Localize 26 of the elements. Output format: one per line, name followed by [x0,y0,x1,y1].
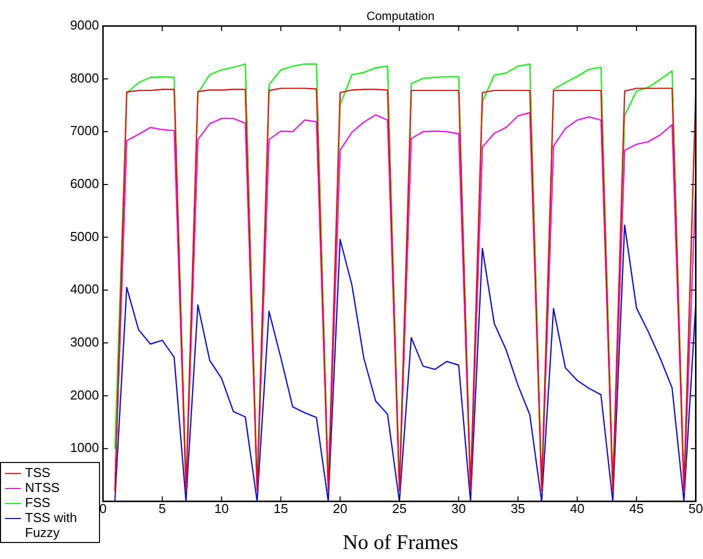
x-tick-label: 30 [451,500,466,516]
x-tick-label: 15 [274,500,288,516]
x-tick-label: 10 [214,500,229,516]
chart-title: Computation [365,9,436,23]
x-tick-label: 5 [158,500,166,516]
y-tick-label: 8000 [70,70,99,86]
x-tick-label: 45 [629,500,644,516]
legend-label: TSS with Fuzzy [25,510,78,540]
legend-label: TSS [25,465,50,480]
x-tick-label: 50 [688,500,703,516]
y-tick-label: 5000 [70,228,99,244]
y-tick-label: 2000 [70,387,99,402]
x-tick-label: 40 [570,500,584,516]
y-tick-label: 6000 [70,176,99,192]
legend-label: NTSS [25,480,60,495]
y-tick-label: 7000 [70,123,99,138]
y-tick-label: 1000 [70,440,99,456]
legend-label: FSS [25,495,50,510]
x-tick-label: 25 [392,500,407,516]
x-tick-label: 35 [510,500,526,516]
x-tick-label: 0 [99,500,107,516]
y-tick-label: 9000 [70,18,99,33]
y-tick-label: 4000 [70,282,99,297]
y-tick-label: 3000 [70,334,99,350]
x-tick-label: 20 [332,500,348,516]
x-axis-title: No of Frames [342,530,460,555]
